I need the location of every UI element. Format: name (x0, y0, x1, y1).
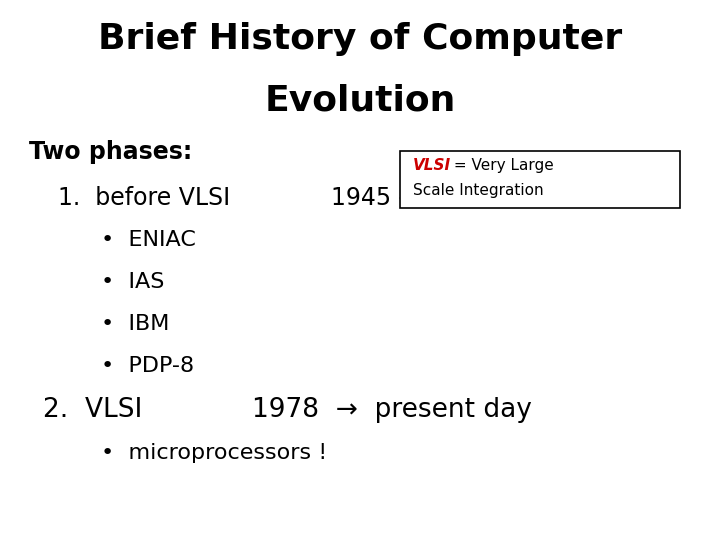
Text: •  PDP-8: • PDP-8 (101, 356, 194, 376)
Text: VLSI: VLSI (413, 158, 451, 173)
Text: Two phases:: Two phases: (29, 140, 192, 164)
Text: •  IAS: • IAS (101, 272, 164, 292)
Text: 2.  VLSI: 2. VLSI (43, 397, 143, 423)
Text: •  ENIAC: • ENIAC (101, 230, 196, 249)
Text: 1945 – 1978: 1945 – 1978 (331, 186, 478, 210)
Text: Scale Integration: Scale Integration (413, 183, 543, 198)
Text: = Very Large: = Very Large (449, 158, 553, 173)
Text: Evolution: Evolution (264, 84, 456, 118)
Text: 1978  →  present day: 1978 → present day (252, 397, 532, 423)
Text: •  microprocessors !: • microprocessors ! (101, 443, 327, 463)
Text: •  IBM: • IBM (101, 314, 169, 334)
FancyBboxPatch shape (400, 151, 680, 208)
Text: Brief History of Computer: Brief History of Computer (98, 22, 622, 56)
Text: 1.  before VLSI: 1. before VLSI (58, 186, 230, 210)
